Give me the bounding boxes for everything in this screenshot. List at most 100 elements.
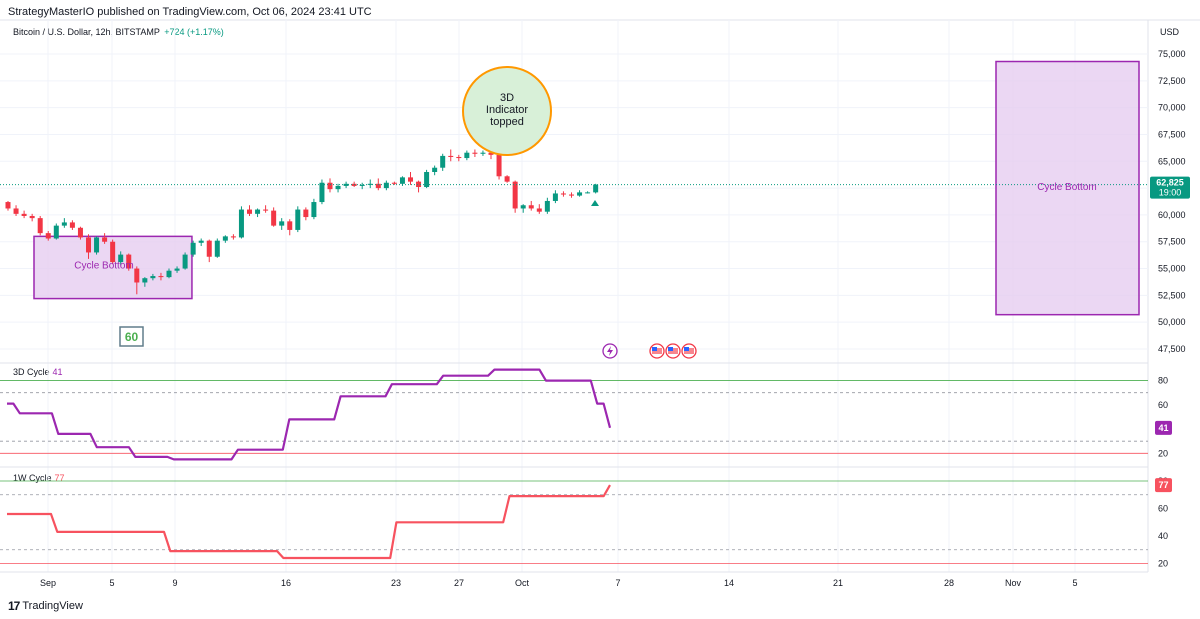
time-tick-label: 14 [724, 578, 734, 588]
candle-body [504, 176, 510, 182]
candle-body [544, 200, 550, 212]
candle-body [295, 209, 301, 230]
candle-body [593, 184, 599, 193]
candle-body [230, 236, 236, 238]
publisher-line: StrategyMasterIO published on TradingVie… [8, 6, 372, 18]
candle-body [287, 221, 293, 230]
up-triangle-marker [591, 200, 599, 206]
price-tick-label: 65,000 [1158, 156, 1186, 166]
candle-body [279, 221, 285, 226]
candle-body [166, 270, 172, 278]
candle-body [13, 208, 19, 214]
pane-1w-value: 77 [54, 473, 65, 483]
tradingview-logo[interactable]: 17 TradingView [8, 599, 83, 613]
candle-body [190, 242, 196, 255]
osc-series-line [7, 484, 611, 560]
symbol-legend[interactable]: Bitcoin / U.S. Dollar, 12h, BITSTAMP +72… [13, 27, 224, 37]
osc-tick-label: 80 [1158, 376, 1168, 386]
candle-body [126, 254, 132, 269]
candle-body [448, 155, 454, 157]
indicator-topped-circle [462, 66, 552, 156]
candle-body [45, 233, 51, 239]
annotations-back [33, 60, 1140, 316]
candle-body [416, 181, 422, 188]
time-tick-label: 23 [391, 578, 401, 588]
time-tick-label: 7 [615, 578, 620, 588]
candle-body [311, 202, 317, 218]
pane-title-3d-cycle[interactable]: 3D Cycle 41 [13, 367, 63, 377]
price-tick-label: 67,500 [1158, 129, 1186, 139]
price-tick-label: 57,500 [1158, 237, 1186, 247]
candle-body [118, 254, 124, 263]
time-tick-label: 28 [944, 578, 954, 588]
candle-body [424, 172, 430, 188]
price-tick-label: 70,000 [1158, 103, 1186, 113]
candle-body [5, 202, 11, 209]
candle-body [367, 183, 373, 185]
price-tick-label: 60,000 [1158, 210, 1186, 220]
candle-body [327, 182, 333, 190]
osc-series-line [7, 368, 612, 461]
candle-body [496, 154, 502, 177]
candle-body [335, 185, 341, 190]
osc-tick-label: 20 [1158, 559, 1168, 569]
pane-1w-title: 1W Cycle [13, 473, 52, 483]
candle-body [351, 183, 357, 186]
last-price-value: 62,825 [1156, 178, 1184, 188]
last-price-countdown: 19:00 [1159, 188, 1182, 198]
cycle-bottom-label-right: Cycle Bottom [1037, 182, 1096, 193]
osc-tick-label: 20 [1158, 448, 1168, 458]
annotations-front: Cycle Bottom Cycle Bottom 3DIndicatortoppe… [74, 66, 1097, 359]
indicator-topped-label: Indicator [486, 104, 529, 116]
candle-body [480, 152, 486, 154]
time-tick-label: 9 [172, 578, 177, 588]
price-tick-label: 75,000 [1158, 49, 1186, 59]
osc-tick-label: 60 [1158, 504, 1168, 514]
candle-body [37, 218, 43, 234]
candle-body [560, 193, 566, 195]
candle-body [399, 177, 405, 184]
candle-body [69, 222, 75, 228]
osc-tick-label: 60 [1158, 400, 1168, 410]
us-flag-canton [668, 347, 673, 351]
osc-value-tag [1155, 420, 1172, 435]
currency-label[interactable]: USD [1160, 27, 1180, 37]
candle-body [569, 194, 574, 196]
candle-body [102, 237, 108, 242]
price-tick-label: 52,500 [1158, 290, 1186, 300]
badge-60-box [119, 326, 144, 347]
candle-body [391, 182, 397, 184]
candle-body [150, 276, 156, 279]
candle-body [303, 209, 309, 218]
candle-body [343, 183, 349, 186]
osc-tick-label: 40 [1158, 424, 1168, 434]
osc-tick-label: 40 [1158, 531, 1168, 541]
pane-title-1w-cycle[interactable]: 1W Cycle 77 [13, 473, 65, 483]
candle-body [29, 215, 35, 219]
last-price-tag [1150, 176, 1190, 199]
price-tick-label: 72,500 [1158, 76, 1186, 86]
price-tick-label: 62,500 [1158, 183, 1186, 193]
symbol-change: +724 (+1.17%) [164, 27, 224, 37]
time-tick-label: Sep [40, 578, 56, 588]
us-flag-event-icon [649, 343, 665, 359]
candle-body [528, 205, 534, 209]
cycle-bottom-box-left [33, 235, 193, 300]
candle-body [375, 183, 381, 189]
osc-value-tag [1155, 478, 1172, 493]
us-flag-stripes [652, 348, 662, 354]
time-tick-label: 21 [833, 578, 843, 588]
candle-body [53, 225, 59, 239]
candle-body [432, 167, 438, 172]
indicator-topped-label: 3D [500, 92, 514, 104]
candle-body [520, 205, 526, 209]
candle-body [536, 208, 542, 212]
candle-body [238, 209, 244, 238]
candle-body [488, 152, 494, 155]
candle-body [577, 192, 583, 196]
candle-body [319, 182, 325, 203]
candle-body [110, 241, 116, 263]
oscillator-1w-cycle: 80 60 40 20 77 [0, 476, 1172, 569]
price-tick-label: 55,000 [1158, 264, 1186, 274]
